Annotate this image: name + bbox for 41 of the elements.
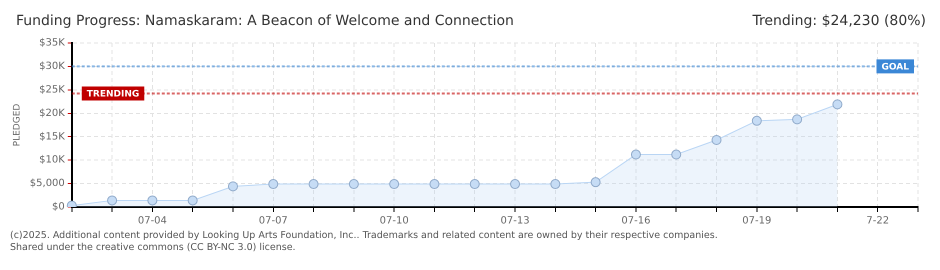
- point: [308, 179, 319, 190]
- point: [630, 150, 641, 160]
- chart-subtitle: Trending: $24,230 (80%): [752, 13, 926, 29]
- x-tick-label: 7-22: [866, 216, 890, 227]
- point: [268, 179, 278, 190]
- point: [832, 99, 842, 110]
- point: [107, 195, 118, 206]
- y-tick-label: $20K: [39, 108, 66, 119]
- text: Shared under the creative commons (CC BY-NC 3.0) license.: [10, 242, 297, 254]
- point: [429, 179, 440, 190]
- point: [792, 114, 802, 124]
- x-tick-label: 07-10: [380, 216, 409, 227]
- y-tick-label: $10K: [39, 154, 66, 166]
- x-tick-label: 07-13: [500, 216, 530, 227]
- point: [550, 179, 560, 190]
- point: [510, 179, 520, 190]
- ref-line-label: GOAL: [882, 62, 910, 72]
- x-tick-label: 07-07: [258, 216, 288, 227]
- ref-line-label: TRENDING: [86, 89, 140, 100]
- y-tick-label: $5,000: [30, 178, 65, 190]
- x-tick-label: 07-19: [742, 216, 772, 227]
- point: [228, 181, 238, 192]
- x-tick-label: 07-04: [138, 216, 167, 227]
- y-tick-label: $30K: [39, 61, 66, 72]
- point: [389, 179, 400, 190]
- point: [752, 116, 762, 126]
- point: [348, 179, 359, 190]
- y-tick-label: $25K: [39, 84, 66, 96]
- point: [712, 134, 722, 145]
- y-tick-label: $15K: [39, 131, 66, 142]
- x-tick-label: 07-16: [621, 216, 650, 227]
- point: [188, 195, 198, 206]
- text: (c)2025. Additional content provided by Looking Up Arts Foundation, Inc.. Trademarks and related content are owned by their respective companies.: [10, 230, 719, 242]
- y-axis-title: PLEDGED: [12, 104, 23, 146]
- point: [590, 177, 601, 188]
- point: [671, 150, 682, 160]
- y-tick-label: $35K: [39, 38, 66, 49]
- chart-title: Funding Progress: Namaskaram: A Beacon of Welcome and Connection: [16, 13, 514, 29]
- point: [147, 195, 158, 206]
- point: [470, 179, 480, 190]
- y-tick-label: $0: [52, 202, 65, 213]
